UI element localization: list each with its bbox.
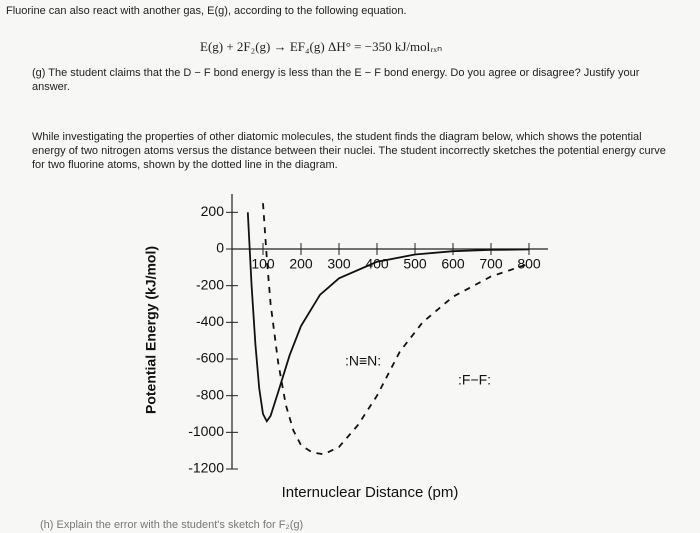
y-tick-label: -800 [196,386,224,402]
y-tick-label: 200 [201,203,225,219]
curve-label: :F−F: [458,372,491,388]
curve [262,203,530,456]
x-axis-label: Internuclear Distance (pm) [282,484,459,501]
y-tick-label: -600 [196,350,224,366]
intro: Fluorine can also react with another gas… [6,5,407,17]
curve-label: :N≡N: [345,353,381,369]
equation: E(g) + 2F₂(g) → EF₄(g) ΔH° = −350 kJ/mol… [200,39,443,54]
x-tick-label: 400 [365,256,389,272]
question-h: (h) Explain the error with the student's… [40,519,304,531]
y-tick-label: -400 [196,313,224,329]
paragraph: While investigating the properties of ot… [32,131,666,171]
x-tick-label: 100 [251,256,275,272]
y-tick-label: -1000 [188,423,224,439]
x-tick-label: 200 [289,256,313,272]
x-tick-label: 300 [327,256,351,272]
x-tick-label: 700 [479,256,503,272]
x-tick-label: 500 [403,256,427,272]
curve [246,212,530,424]
y-tick-label: 0 [216,240,224,256]
question-g: (g) The student claims that the D − F bo… [32,67,640,93]
x-tick-label: 800 [517,256,541,272]
y-tick-label: -200 [196,276,224,292]
y-axis-label: Potential Energy (kJ/mol) [143,246,159,414]
y-tick-label: -1200 [188,460,224,476]
x-tick-label: 600 [441,256,465,272]
